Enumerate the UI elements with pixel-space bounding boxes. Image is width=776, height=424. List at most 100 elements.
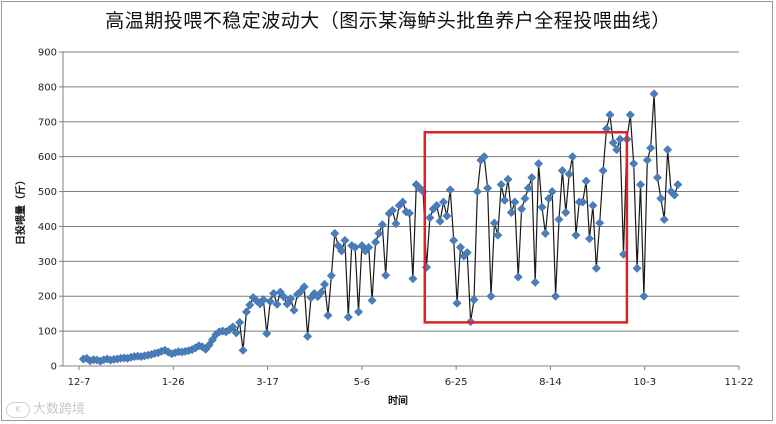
x-tick-label: 3-17 (256, 377, 279, 388)
data-point (639, 291, 649, 301)
data-point (564, 169, 574, 179)
data-point (228, 322, 238, 332)
data-point (615, 134, 625, 144)
data-point (343, 312, 353, 322)
data-point (489, 218, 499, 228)
data-point (527, 173, 537, 183)
data-point (571, 230, 581, 240)
data-point (340, 235, 350, 245)
y-tick-label: 600 (38, 152, 57, 163)
data-point (462, 248, 472, 258)
data-point (286, 294, 296, 304)
data-point (442, 211, 452, 221)
data-point (506, 207, 516, 218)
data-point (435, 216, 445, 226)
data-point (608, 138, 618, 148)
data-point (449, 235, 459, 245)
data-point (336, 246, 347, 256)
data-point (629, 159, 639, 169)
axes (59, 51, 740, 370)
data-point (642, 155, 652, 165)
data-point (320, 279, 330, 289)
data-point (500, 195, 510, 205)
data-point (272, 299, 282, 309)
data-point (330, 228, 340, 238)
data-point (537, 202, 547, 212)
data-point (578, 197, 588, 207)
data-point (432, 200, 442, 211)
y-tick-label: 800 (38, 82, 57, 93)
data-point (561, 207, 571, 218)
y-tick-label: 400 (38, 222, 57, 233)
x-axis-title: 时间 (388, 394, 408, 407)
data-point (503, 174, 513, 184)
data-point (557, 166, 567, 176)
data-point (588, 200, 598, 211)
data-point (231, 328, 241, 338)
data-point (377, 220, 387, 230)
data-point (245, 300, 255, 310)
data-point (258, 295, 268, 305)
data-point (605, 110, 615, 120)
data-point (425, 213, 435, 223)
y-tick-label: 200 (38, 292, 57, 303)
data-point (303, 331, 313, 341)
x-tick-label: 8-14 (539, 377, 562, 388)
data-point (483, 183, 493, 193)
data-point (353, 307, 364, 317)
data-point (364, 242, 374, 252)
data-point (581, 176, 591, 186)
data-point (323, 310, 333, 320)
data-point (486, 291, 496, 301)
data-point (598, 166, 608, 176)
data-point (534, 159, 544, 169)
data-point (625, 110, 635, 120)
data-point (387, 205, 398, 215)
data-point (452, 298, 462, 308)
x-tick-label: 5-6 (354, 377, 370, 388)
data-point (551, 291, 561, 301)
data-point (612, 145, 622, 155)
data-point (523, 183, 533, 193)
data-point (455, 242, 466, 252)
y-tick-label: 500 (38, 187, 57, 198)
data-point (673, 180, 683, 190)
data-points (78, 89, 683, 366)
data-point (517, 204, 527, 214)
watermark: K 大数跨境 (6, 398, 85, 418)
data-point (520, 193, 530, 204)
data-point (370, 237, 381, 247)
data-point (656, 193, 666, 204)
y-tick-label: 700 (38, 117, 57, 128)
x-tick-label: 10-3 (633, 377, 656, 388)
y-tick-label: 0 (51, 362, 57, 373)
data-point (381, 270, 391, 280)
data-point (496, 180, 506, 190)
data-point (595, 218, 605, 228)
tick-labels: 0 100 200 300 400 500 600 700 800 900 12-7 1-26 3-17… (38, 48, 754, 389)
data-point (479, 152, 489, 162)
y-axis-title: 日投喂量（斤） (14, 175, 27, 245)
data-point (279, 292, 289, 302)
data-point (391, 219, 401, 229)
data-point (540, 228, 550, 238)
data-point (235, 317, 245, 327)
highlight-box (423, 130, 629, 324)
data-point (635, 180, 646, 190)
data-point (513, 272, 523, 282)
data-point (404, 208, 415, 218)
x-tick-label: 6-25 (445, 377, 468, 388)
data-point (262, 328, 272, 339)
data-point (493, 230, 503, 240)
y-tick-label: 300 (38, 257, 57, 268)
data-point (408, 274, 418, 284)
data-point (669, 190, 680, 200)
data-point (367, 295, 377, 305)
data-point (554, 214, 564, 225)
data-point (289, 305, 299, 315)
x-tick-label: 12-7 (68, 377, 91, 388)
data-point (530, 277, 540, 287)
data-point (316, 287, 326, 297)
x-tick-label: 11-22 (724, 377, 753, 388)
